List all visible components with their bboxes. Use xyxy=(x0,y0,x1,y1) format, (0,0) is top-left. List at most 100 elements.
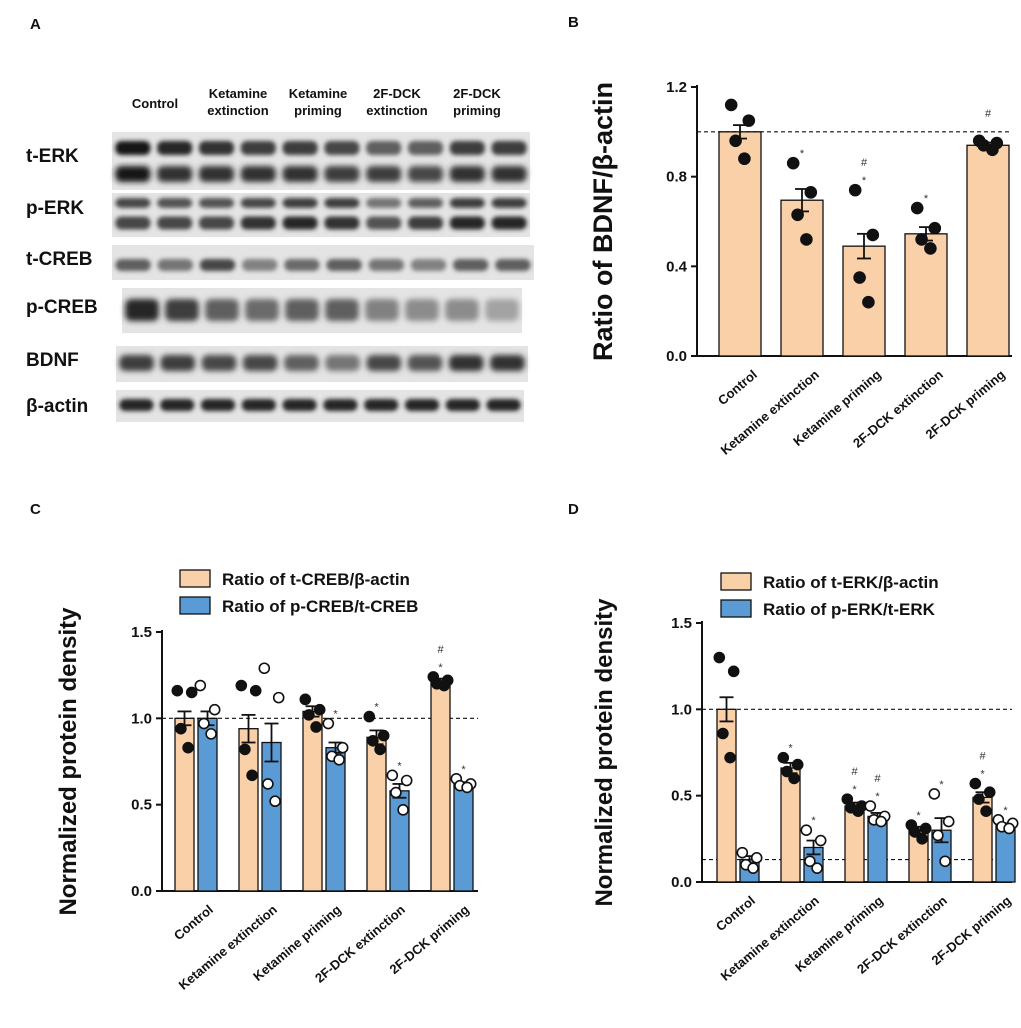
significance-hash: # xyxy=(985,108,992,120)
data-point xyxy=(983,786,996,799)
blot-band xyxy=(407,141,444,155)
blot-band xyxy=(201,355,237,371)
blot-band xyxy=(325,355,360,371)
data-point xyxy=(791,758,804,771)
blot-band xyxy=(452,259,489,271)
blot-band xyxy=(165,299,199,321)
significance-hash: # xyxy=(437,644,444,656)
blot-band xyxy=(326,259,362,271)
blot-band xyxy=(324,198,360,208)
y-tick-label: 1.5 xyxy=(671,615,692,632)
data-point xyxy=(198,717,210,730)
y-tick-label: 0.5 xyxy=(131,797,152,814)
bar xyxy=(453,783,474,892)
blot-band xyxy=(282,166,318,182)
significance-star: * xyxy=(916,810,921,822)
significance-hash: # xyxy=(979,751,986,763)
data-point xyxy=(313,703,326,716)
y-tick-label: 0.8 xyxy=(666,169,687,186)
blot-band xyxy=(282,399,317,411)
bar xyxy=(966,144,1010,357)
y-tick-label: 1.2 xyxy=(666,79,687,96)
y-tick-label: 0.0 xyxy=(131,883,152,900)
blot-band xyxy=(490,355,525,371)
data-point xyxy=(939,855,951,868)
blot-band xyxy=(198,216,235,230)
blot-band xyxy=(445,399,480,411)
data-point xyxy=(713,651,726,664)
data-point xyxy=(272,691,285,704)
data-point xyxy=(800,233,813,246)
blot-band xyxy=(242,355,278,371)
data-point xyxy=(786,156,800,170)
legend-swatch xyxy=(179,596,211,615)
data-point xyxy=(235,679,248,692)
blot-band xyxy=(240,198,276,208)
blot-row-label: p-CREB xyxy=(26,297,98,318)
data-point xyxy=(866,228,880,242)
blot-band xyxy=(407,355,443,371)
data-point xyxy=(397,804,409,816)
y-tick-label: 0.0 xyxy=(666,348,687,365)
blot-band xyxy=(364,399,399,411)
blot-band xyxy=(198,198,235,208)
data-point xyxy=(862,295,875,309)
blot-band xyxy=(198,166,235,182)
data-point xyxy=(738,152,751,166)
blot-band xyxy=(157,259,194,271)
data-point xyxy=(864,800,877,812)
blot-band xyxy=(485,299,519,321)
bar xyxy=(995,824,1016,883)
significance-star: * xyxy=(852,784,857,796)
data-point xyxy=(258,662,271,675)
blot-band xyxy=(240,141,276,155)
data-point xyxy=(171,684,184,697)
blot-band xyxy=(405,299,439,321)
data-point xyxy=(194,679,207,692)
significance-star: * xyxy=(438,662,443,674)
blot-band xyxy=(491,141,527,155)
data-point xyxy=(390,786,402,799)
blot-band xyxy=(491,198,527,208)
legend-swatch xyxy=(179,569,211,588)
blot-row-label: p-ERK xyxy=(26,198,84,219)
y-axis-label: Normalized protein density xyxy=(55,607,82,916)
data-point xyxy=(848,183,862,197)
blot-band xyxy=(323,399,358,411)
blot-band xyxy=(449,141,485,155)
data-point xyxy=(852,805,864,818)
data-point xyxy=(724,751,736,764)
blot-band xyxy=(282,141,318,155)
blot-band xyxy=(285,299,319,321)
bar xyxy=(302,710,323,892)
significance-star: * xyxy=(811,815,816,827)
y-tick-label: 1.0 xyxy=(131,710,152,727)
significance-hash: # xyxy=(861,157,868,169)
panel-label-c: C xyxy=(30,501,41,518)
blot-band xyxy=(200,399,236,411)
blot-band xyxy=(125,299,159,321)
blot-row-label: t-ERK xyxy=(26,146,79,167)
y-tick-label: 0.0 xyxy=(671,874,692,891)
bar xyxy=(261,741,282,892)
bar xyxy=(197,717,218,892)
blot-band xyxy=(324,141,360,155)
legend-label: Ratio of t-CREB/β-actin xyxy=(222,570,410,589)
blot-row-label: BDNF xyxy=(26,350,79,371)
significance-star: * xyxy=(924,193,929,205)
y-axis-label: Normalized protein density xyxy=(591,598,618,907)
blot-band xyxy=(407,198,444,208)
y-tick-label: 1.0 xyxy=(671,701,692,718)
blot-band xyxy=(119,399,154,411)
data-point xyxy=(942,815,955,828)
blot-band xyxy=(445,299,479,321)
data-point xyxy=(269,795,281,808)
significance-star: * xyxy=(939,779,944,791)
data-point xyxy=(724,98,738,112)
blot-band xyxy=(115,166,151,182)
data-point xyxy=(736,846,749,859)
blot-band xyxy=(115,198,151,208)
blot-band xyxy=(241,399,276,411)
data-point xyxy=(853,271,866,284)
blot-band xyxy=(282,216,318,230)
